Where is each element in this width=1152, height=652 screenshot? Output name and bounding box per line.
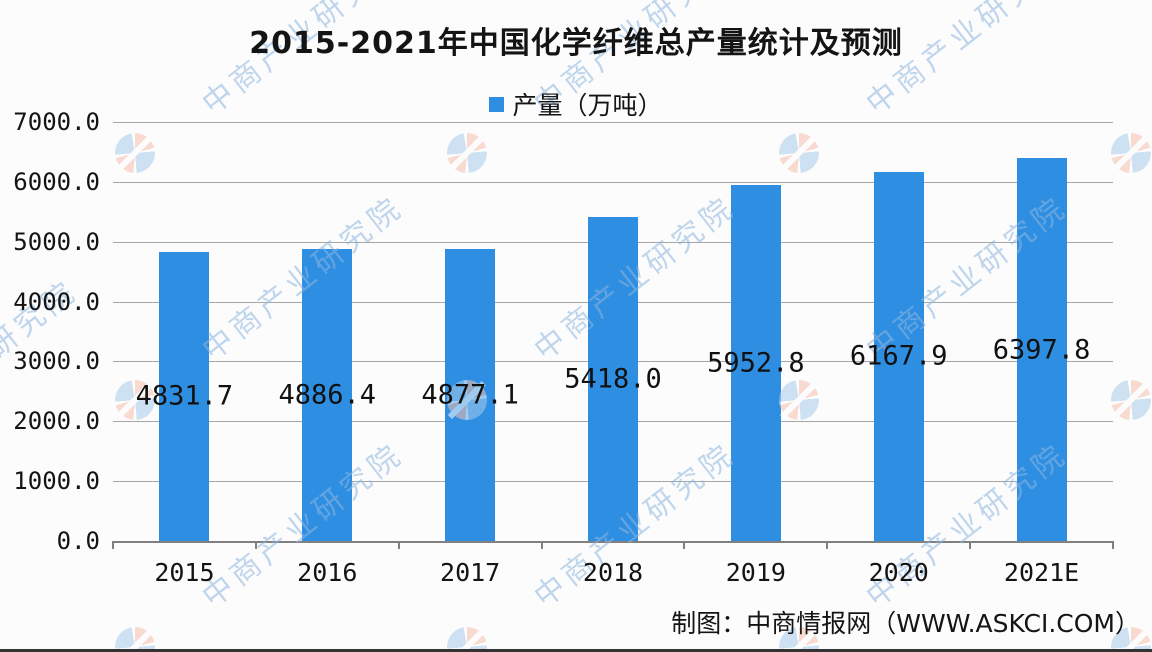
y-axis-tick-label: 4000.0 bbox=[13, 287, 100, 316]
watermark-logo-icon bbox=[115, 380, 155, 420]
x-axis-tick bbox=[1112, 541, 1114, 549]
bar bbox=[873, 171, 924, 541]
x-axis-tick bbox=[540, 541, 543, 549]
legend: 产量（万吨） bbox=[0, 86, 1152, 122]
bar-value-label: 4877.1 bbox=[421, 379, 519, 411]
watermark-logo-icon bbox=[447, 380, 487, 420]
x-axis-tick bbox=[826, 541, 829, 549]
bar-value-label: 4886.4 bbox=[278, 379, 377, 411]
watermark-logo-icon bbox=[447, 133, 487, 173]
bar-value-label: 6397.8 bbox=[992, 334, 1091, 366]
y-axis-tick-label: 7000.0 bbox=[13, 108, 100, 136]
x-axis-category-label: 2015 bbox=[154, 558, 215, 587]
x-axis-tick bbox=[969, 541, 972, 549]
y-axis-tick-label: 1000.0 bbox=[13, 467, 100, 496]
x-axis-tick bbox=[254, 541, 257, 549]
bar-value-label: 5952.8 bbox=[707, 347, 805, 379]
legend-label: 产量（万吨） bbox=[512, 91, 663, 120]
watermark-logo-icon bbox=[1111, 627, 1151, 652]
watermark-logo-icon bbox=[1111, 133, 1151, 173]
bar bbox=[302, 248, 353, 541]
watermark-logo-icon bbox=[447, 627, 487, 652]
legend-swatch-icon bbox=[489, 96, 505, 112]
y-axis-tick-label: 6000.0 bbox=[13, 167, 100, 196]
chart-title: 2015-2021年中国化学纤维总产量统计及预测 bbox=[249, 26, 903, 61]
gridline bbox=[113, 181, 1113, 183]
y-axis-tick-label: 2000.0 bbox=[13, 407, 100, 436]
x-axis-line bbox=[113, 541, 1113, 543]
x-axis-category-label: 2021E bbox=[1003, 558, 1080, 587]
bar bbox=[588, 216, 638, 541]
credit-text: 制图：中商情报网（WWW.ASKCI.COM） bbox=[671, 609, 1140, 638]
plot-area bbox=[112, 122, 1114, 549]
bar bbox=[159, 251, 210, 541]
watermark-logo-icon bbox=[779, 133, 819, 173]
y-axis-tick-label: 0.0 bbox=[56, 527, 100, 555]
x-axis-tick bbox=[112, 541, 114, 549]
watermark-logo-icon bbox=[115, 133, 155, 173]
x-axis-category-label: 2020 bbox=[868, 558, 929, 587]
bar-value-label: 6167.9 bbox=[849, 340, 948, 372]
y-axis-tick-label: 5000.0 bbox=[13, 227, 100, 256]
x-axis-category-label: 2018 bbox=[582, 558, 644, 587]
x-axis-tick bbox=[397, 541, 400, 549]
x-axis-category-label: 2017 bbox=[440, 558, 501, 587]
x-axis-tick bbox=[683, 541, 686, 549]
x-axis-category-label: 2019 bbox=[725, 558, 786, 587]
bottom-border bbox=[0, 649, 1152, 652]
watermark-logo-icon bbox=[115, 627, 155, 652]
watermark-logo-icon bbox=[1111, 380, 1151, 420]
watermark-logo-icon bbox=[779, 627, 819, 652]
bar bbox=[1016, 158, 1067, 541]
x-axis-category-label: 2016 bbox=[297, 558, 358, 587]
gridline bbox=[113, 122, 1113, 123]
bar-value-label: 5418.0 bbox=[564, 363, 662, 395]
y-axis-tick-label: 3000.0 bbox=[13, 347, 100, 376]
bar-value-label: 4831.7 bbox=[135, 380, 234, 412]
watermark-logo-icon bbox=[779, 380, 819, 420]
bar bbox=[730, 184, 781, 541]
